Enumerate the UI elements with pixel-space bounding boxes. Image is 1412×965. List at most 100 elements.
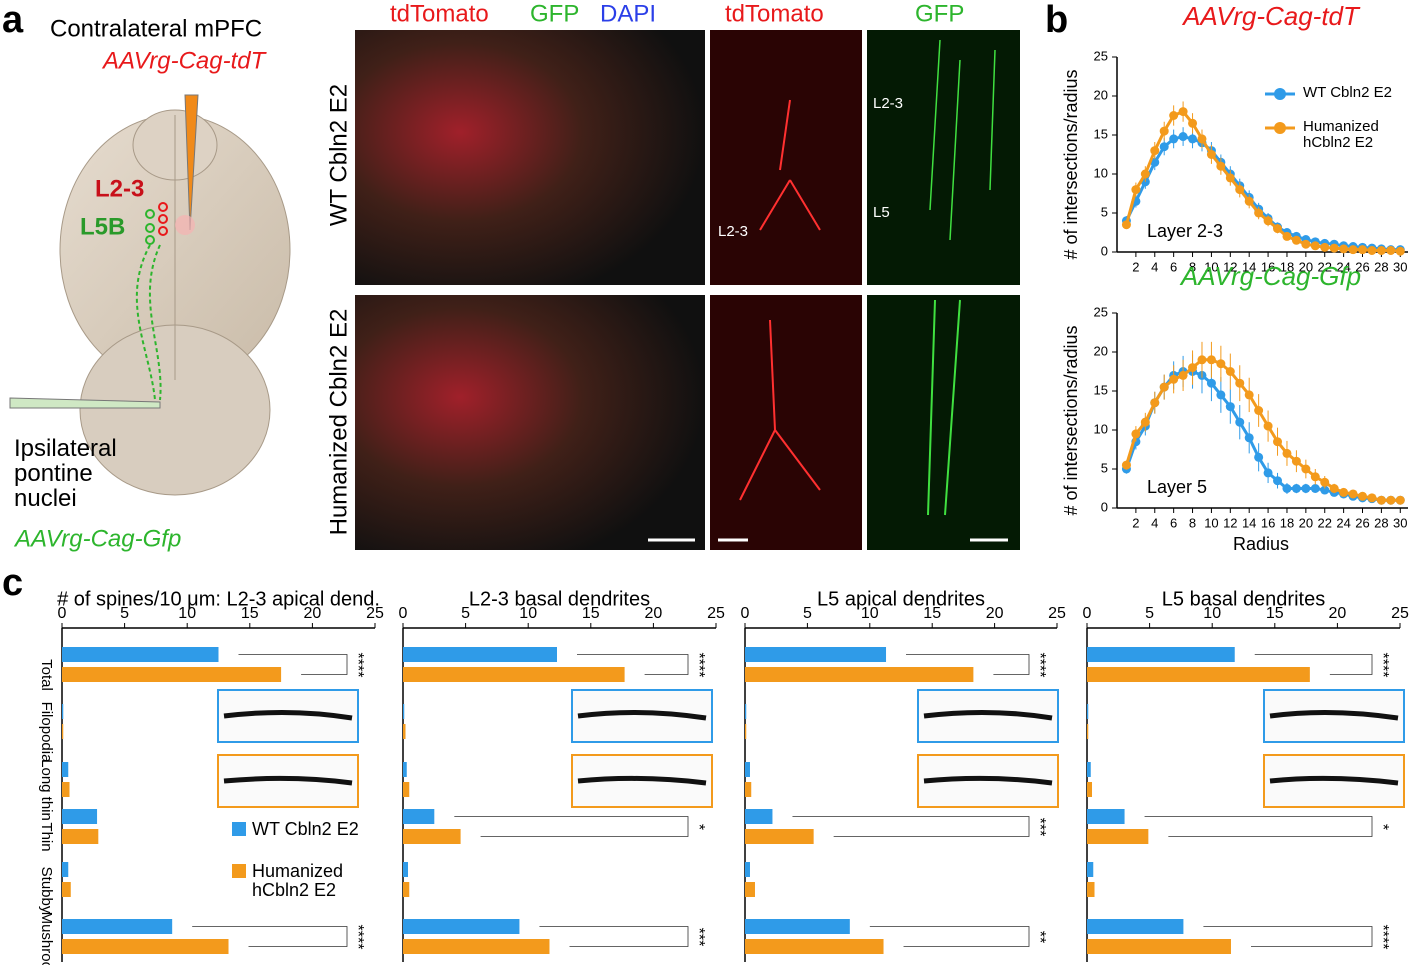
data-point <box>1140 417 1150 427</box>
data-point <box>1121 220 1131 230</box>
channel-header: tdTomato <box>390 0 489 27</box>
chart-title: L2-3 basal dendrites <box>469 588 650 610</box>
data-point <box>1291 484 1301 493</box>
data-point <box>1197 355 1207 365</box>
bar <box>1087 939 1231 954</box>
bar <box>1087 829 1149 844</box>
x-tick-label: 25 <box>366 605 384 622</box>
bar <box>745 762 750 777</box>
x-tick-label: 20 <box>304 605 322 622</box>
x-axis-label: Radius <box>1233 534 1289 554</box>
bar <box>403 862 409 877</box>
layer-label: L5B <box>80 213 125 240</box>
bar <box>403 939 550 954</box>
layer-label: L2-3 <box>95 175 144 202</box>
data-point <box>1329 243 1339 253</box>
data-point <box>1263 421 1273 431</box>
data-point <box>1273 224 1283 234</box>
significance-label: ** <box>1031 931 1048 943</box>
bar <box>62 939 229 954</box>
virus-label: AAVrg-Cag-tdT <box>101 47 268 74</box>
image-label: L2-3 <box>718 223 748 240</box>
bar <box>403 762 407 777</box>
chart-title: AAVrg-Cag-tdT <box>1181 1 1361 31</box>
data-point <box>1282 484 1292 493</box>
data-point <box>1254 452 1264 462</box>
chart-title: # of spines/10 μm: L2-3 apical dend. <box>57 588 380 610</box>
data-point <box>1263 468 1273 478</box>
y-tick-label: 10 <box>1094 165 1108 180</box>
chart-title: L5 apical dendrites <box>817 588 985 610</box>
data-point <box>1235 417 1245 427</box>
panel-label: a <box>2 0 24 41</box>
data-point <box>1178 132 1188 142</box>
x-tick-label: 30 <box>1393 259 1407 274</box>
data-point <box>1225 402 1235 412</box>
bar <box>1087 882 1095 897</box>
bar <box>1087 862 1094 877</box>
legend-marker <box>1274 122 1286 134</box>
data-point <box>1188 363 1198 373</box>
data-point <box>1301 464 1311 474</box>
micrograph <box>710 295 862 550</box>
channel-header: tdTomato <box>725 0 824 27</box>
data-point <box>1131 429 1141 439</box>
category-label: Thin <box>38 822 55 851</box>
x-tick-label: 0 <box>1083 605 1092 622</box>
data-point <box>1320 242 1330 252</box>
significance-bracket <box>869 926 1030 947</box>
x-tick-label: 20 <box>986 605 1004 622</box>
x-tick-label: 2 <box>1132 259 1139 274</box>
bar <box>1087 667 1310 682</box>
significance-label: * <box>1374 824 1391 830</box>
bar <box>62 829 99 844</box>
bar <box>62 762 69 777</box>
x-tick-label: 24 <box>1336 515 1350 530</box>
data-point <box>1282 231 1292 241</box>
y-tick-label: 5 <box>1101 204 1108 219</box>
data-point <box>1188 134 1198 144</box>
data-point <box>1216 390 1226 400</box>
channel-header: GFP <box>530 0 579 27</box>
x-tick-label: 14 <box>1242 515 1256 530</box>
x-tick-label: 15 <box>241 605 259 622</box>
bar <box>62 882 71 897</box>
bar <box>62 647 219 662</box>
bar <box>745 782 752 797</box>
x-tick-label: 26 <box>1355 515 1369 530</box>
y-tick-label: 20 <box>1094 343 1108 358</box>
brain-illustration <box>9 94 291 496</box>
y-tick-label: 15 <box>1094 382 1108 397</box>
legend-label: Humanized hCbln2 E2 <box>252 861 344 900</box>
x-tick-label: 28 <box>1374 515 1388 530</box>
data-point <box>1159 382 1169 392</box>
x-tick-label: 14 <box>1242 259 1256 274</box>
data-point <box>1273 476 1283 486</box>
data-point <box>1178 370 1188 380</box>
data-point <box>1178 107 1188 117</box>
bar <box>62 809 98 824</box>
significance-bracket <box>792 816 1030 837</box>
micrograph <box>867 295 1020 550</box>
data-point <box>1150 146 1160 156</box>
bar <box>745 829 814 844</box>
micrographs <box>355 30 1020 550</box>
x-tick-label: 20 <box>1299 259 1313 274</box>
x-tick-label: 8 <box>1189 259 1196 274</box>
x-tick-label: 4 <box>1151 259 1158 274</box>
bar <box>62 667 282 682</box>
x-tick-label: 5 <box>803 605 812 622</box>
data-point <box>1367 493 1377 503</box>
data-point <box>1140 169 1150 179</box>
injection-site: Contralateral mPFC <box>50 15 262 42</box>
bar <box>745 919 850 934</box>
x-tick-label: 6 <box>1170 259 1177 274</box>
x-tick-label: 5 <box>120 605 129 622</box>
bar <box>745 724 747 739</box>
bar <box>403 882 410 897</box>
channel-header: GFP <box>915 0 964 27</box>
legend-label: WT Cbln2 E2 <box>1303 84 1392 101</box>
bar <box>745 882 755 897</box>
data-point <box>1206 150 1216 159</box>
